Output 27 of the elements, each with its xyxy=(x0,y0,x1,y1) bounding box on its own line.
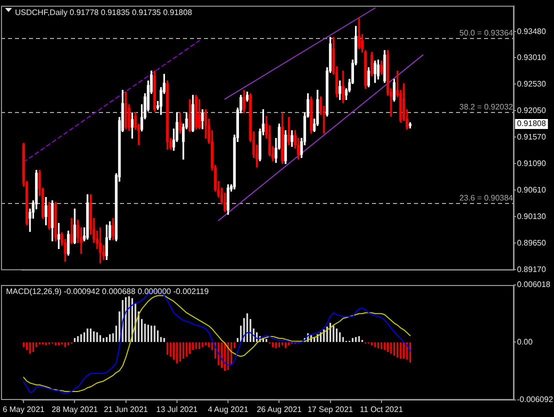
chart-title: USDCHF,Daily 0.91778 0.91835 0.91735 0.91808 xyxy=(15,8,193,18)
x-tick-label: 26 Aug 2021 xyxy=(256,405,302,414)
y-tick-label: 0.92050 xyxy=(517,106,546,115)
y-tick-label: 0.89170 xyxy=(517,264,546,274)
x-tick-label: 6 May 2021 xyxy=(2,405,46,414)
y-tick-label: 0.93010 xyxy=(517,52,546,62)
x-tick-label: 11 Oct 2021 xyxy=(360,405,404,414)
y-tick-label: -0.006092 xyxy=(517,395,554,404)
x-tick-label: 21 Jun 2021 xyxy=(104,405,148,414)
y-tick-label: 0.91090 xyxy=(517,158,546,168)
x-tick-label: 13 Jul 2021 xyxy=(156,405,198,414)
y-tick-label: 0.90610 xyxy=(517,185,546,194)
x-tick-label: 17 Sep 2021 xyxy=(308,405,354,414)
annotation: 0.91808 xyxy=(517,119,546,128)
chart-title: MACD(12,26,9) -0.000942 0.000688 0.000000 -0.002119 xyxy=(6,287,210,296)
ref-line-label: 23.6 = 0.90384 xyxy=(459,194,514,203)
x-tick-label: 4 Aug 2021 xyxy=(208,405,249,414)
x-tick-label: 28 May 2021 xyxy=(52,405,98,414)
y-tick-label: 0.92530 xyxy=(517,79,546,88)
y-tick-label: 0.00 xyxy=(517,337,534,346)
y-tick-label: 0.91570 xyxy=(517,132,546,142)
y-tick-label: 0.90130 xyxy=(517,212,546,221)
ref-line-label: 38.2 = 0.92032 xyxy=(459,102,514,112)
y-tick-label: 0.006018 xyxy=(517,280,551,290)
y-tick-label: 0.93480 xyxy=(517,26,546,36)
y-tick-label: 0.89650 xyxy=(517,238,546,248)
ref-line-label: 50.0 = 0.93364 xyxy=(459,28,514,38)
